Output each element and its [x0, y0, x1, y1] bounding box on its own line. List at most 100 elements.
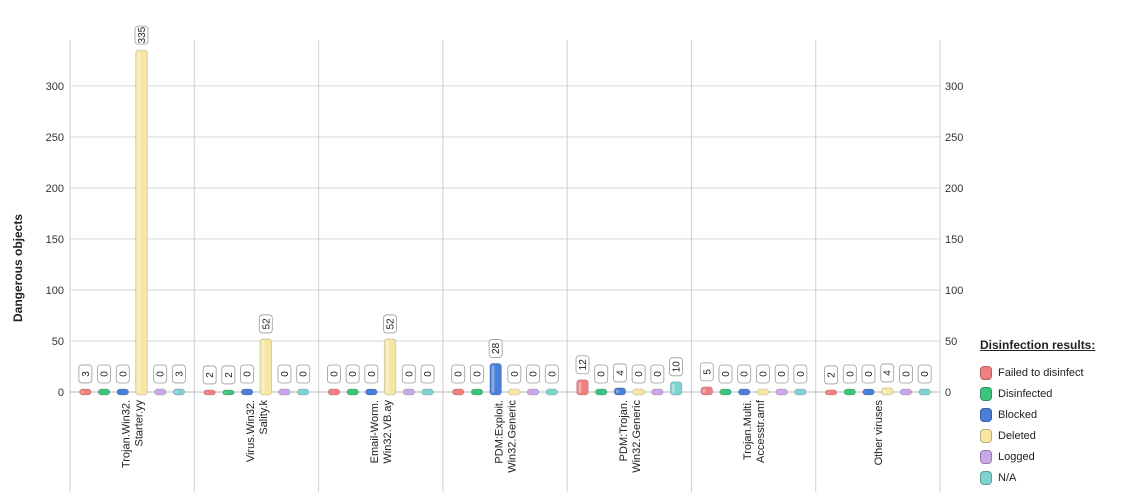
- legend-item: Deleted: [980, 425, 1130, 446]
- data-label-box: [544, 364, 559, 384]
- legend-label: Failed to disinfect: [998, 366, 1084, 379]
- data-label-box: [526, 364, 540, 384]
- data-label-box: [756, 364, 770, 384]
- data-label: 2: [205, 372, 216, 378]
- data-label-box: [115, 364, 130, 384]
- data-label-box: [650, 364, 665, 384]
- y-tick-label-left: 300: [46, 81, 64, 93]
- data-label-box: [420, 364, 435, 384]
- bar: [421, 388, 434, 396]
- y-tick-label-right: 150: [945, 234, 963, 246]
- data-label-box: [917, 364, 932, 384]
- category-label: Win32.VB.ay: [382, 400, 394, 464]
- bar-highlight: [224, 391, 228, 393]
- bar-highlight: [261, 340, 265, 393]
- bar: [470, 388, 484, 396]
- data-label-box: [718, 364, 733, 384]
- y-tick-label-right: 50: [945, 336, 957, 348]
- data-label: 0: [796, 371, 807, 377]
- data-label-box: [172, 364, 186, 384]
- legend-item: Failed to disinfect: [980, 362, 1130, 383]
- legend-swatch: [980, 470, 992, 485]
- data-label: 0: [454, 371, 465, 377]
- legend-swatch: [980, 449, 992, 464]
- y-tick-label-right: 300: [945, 81, 963, 93]
- bar: [383, 338, 397, 396]
- legend-item: Blocked: [980, 404, 1130, 425]
- legend-swatch: [980, 365, 992, 380]
- bar: [489, 363, 502, 396]
- data-label: 3: [174, 371, 185, 377]
- y-tick-label-left: 0: [58, 387, 64, 399]
- bar: [775, 388, 788, 396]
- data-label-box: [631, 364, 646, 384]
- data-label-box: [383, 314, 397, 334]
- legend-swatch: [980, 386, 992, 401]
- bar: [700, 386, 713, 396]
- category-label: Starter.yy: [134, 400, 146, 447]
- data-label-box: [594, 364, 609, 384]
- category-label: Other viruses: [873, 400, 885, 466]
- data-label: 0: [118, 371, 129, 377]
- bar: [576, 379, 589, 396]
- legend-label: Logged: [998, 450, 1035, 463]
- bar-highlight: [205, 391, 209, 393]
- category-label: PDM:Trojan.: [618, 400, 630, 461]
- data-label: 5: [702, 369, 713, 375]
- data-label: 10: [672, 361, 683, 373]
- data-label-box: [899, 364, 913, 384]
- data-label-box: [842, 364, 857, 384]
- bar-highlight: [578, 381, 582, 393]
- data-label-box: [221, 365, 236, 385]
- data-label: 0: [597, 371, 608, 377]
- bar-highlight: [615, 389, 619, 393]
- data-label-box: [153, 364, 168, 384]
- bar: [862, 388, 875, 396]
- legend-items: Failed to disinfect Disinfected Blocked Del…: [980, 362, 1130, 488]
- y-tick-label-left: 150: [46, 234, 64, 246]
- bar: [843, 388, 856, 396]
- bar: [402, 388, 415, 396]
- data-label-box: [78, 364, 93, 384]
- y-tick-label-left: 50: [52, 336, 64, 348]
- data-label: 0: [920, 371, 931, 377]
- bar: [595, 388, 608, 396]
- data-label: 0: [243, 371, 254, 377]
- bar: [545, 388, 558, 396]
- bar: [346, 388, 359, 396]
- category-label: Trojan.Win32.: [121, 400, 133, 468]
- bar: [154, 388, 167, 396]
- data-label-box: [737, 364, 752, 384]
- category-label: Accesstr.amf: [755, 399, 767, 463]
- data-label-box: [774, 364, 789, 384]
- data-label-box: [277, 364, 292, 384]
- legend-item: Logged: [980, 446, 1130, 467]
- gridlines: [69, 40, 941, 492]
- data-label-box: [134, 25, 149, 45]
- bar: [794, 388, 807, 396]
- data-labels: 3 0 0 335 0 3 2 2 0 52 0 0 0 0 0 52 0 0 0 0 28 0 0 0 12 0 4 0 0 10 5 0 0…: [78, 25, 932, 385]
- data-label: 4: [883, 370, 894, 376]
- data-label-box: [824, 365, 838, 385]
- legend-item: Disinfected: [980, 383, 1130, 404]
- category-label: Email-Worm.: [369, 400, 381, 463]
- data-label: 0: [280, 371, 291, 377]
- category-label: Win32.Generic: [507, 400, 519, 473]
- bar: [651, 388, 664, 396]
- bar: [756, 388, 770, 396]
- data-label-box: [345, 364, 360, 384]
- legend-label: Deleted: [998, 429, 1036, 442]
- bar: [738, 388, 751, 396]
- data-label-box: [401, 364, 416, 384]
- bar: [526, 388, 540, 396]
- bar: [918, 388, 931, 396]
- bar: [899, 388, 913, 396]
- data-label-box: [488, 339, 503, 358]
- category-labels: Trojan.Win32. Starter.yy Virus.Win32. Salit…: [121, 399, 885, 473]
- bar: [259, 338, 272, 396]
- bar: [452, 388, 465, 396]
- data-label-box: [880, 363, 895, 383]
- bar: [240, 388, 254, 396]
- data-label: 2: [224, 372, 235, 378]
